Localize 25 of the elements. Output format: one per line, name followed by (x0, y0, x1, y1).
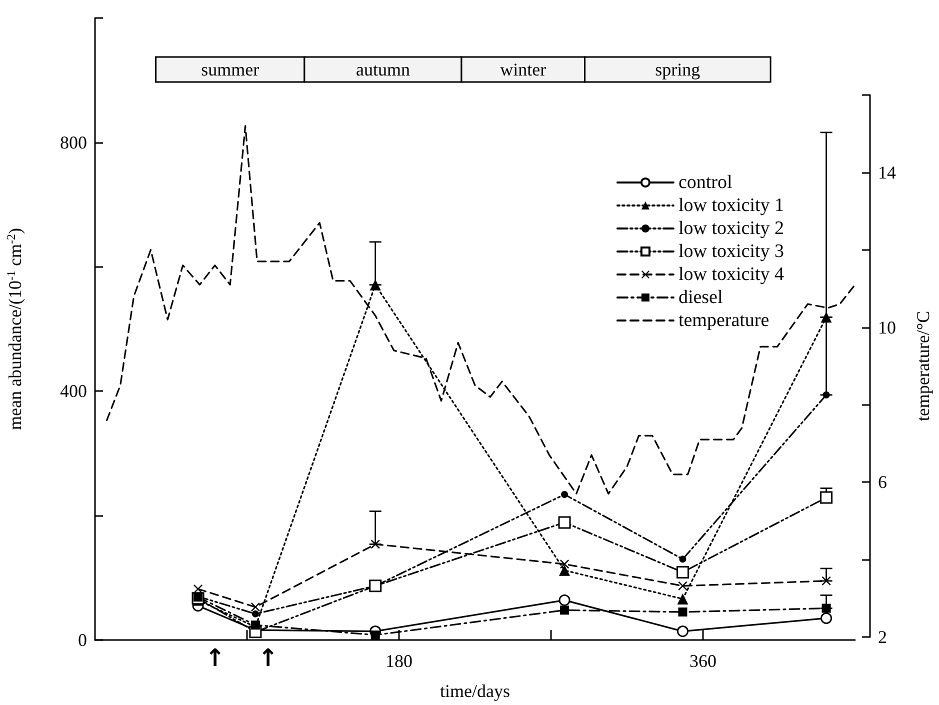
legend-label: temperature (678, 310, 770, 331)
legend-label: control (678, 172, 732, 193)
text: ↑ (258, 644, 278, 672)
y2-axis-title: temperature/°C (913, 310, 933, 422)
band-label: autumn (356, 60, 410, 80)
y-tick-label: 400 (60, 381, 87, 402)
legend-label: diesel (678, 287, 723, 308)
y-tick-label: 0 (78, 630, 87, 650)
band-label: winter (500, 60, 546, 80)
legend-label: low toxicity 4 (678, 264, 784, 285)
legend-label: low toxicity 3 (678, 241, 784, 262)
y2-tick-label: 6 (878, 472, 887, 492)
x-tick-label: 180 (386, 651, 412, 671)
y-axis-title: mean abundance/(10-1 cm-2) (4, 228, 25, 430)
x-axis-title: time/days (440, 681, 510, 701)
y2-tick-label: 10 (878, 317, 896, 338)
text: ↑ (205, 644, 226, 672)
legend-label: low toxicity 1 (678, 195, 784, 216)
legend-label: low toxicity 2 (678, 218, 784, 239)
x-tick-label: 360 (690, 651, 716, 671)
y-tick-label: 800 (60, 132, 87, 152)
band-label: spring (655, 60, 700, 80)
y2-tick-label: 14 (878, 162, 896, 182)
y2-tick-label: 2 (878, 627, 887, 647)
band-label: summer (201, 60, 260, 80)
